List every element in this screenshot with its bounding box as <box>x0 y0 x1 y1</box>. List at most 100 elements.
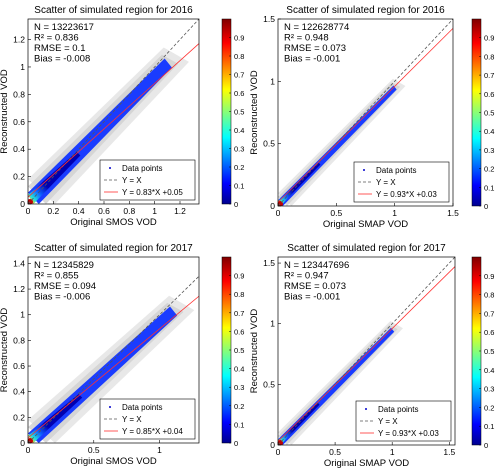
stats-line: Bias = -0.006 <box>34 292 90 303</box>
colorbar-tick-label: 0.9 <box>234 272 244 281</box>
y-axis-label: Reconstructed VOD <box>0 308 10 393</box>
y-tick-label: 1.2 <box>13 284 25 294</box>
colorbar-tick-label: 0.5 <box>234 346 244 355</box>
x-tick-label: 1 <box>392 208 397 218</box>
legend-entry: Y = 0.93*X +0.03 <box>376 190 437 199</box>
fit-line <box>278 266 455 442</box>
legend-entry: Data points <box>122 403 162 412</box>
y-tick-label: 0.4 <box>13 387 25 397</box>
colorbar-tick-label: 0.3 <box>234 145 244 154</box>
x-tick-label: 1 <box>390 447 395 457</box>
legend-entry: Y = X <box>122 415 142 424</box>
stats-line: Bias = -0.001 <box>284 54 340 65</box>
x-tick-label: 0.5 <box>88 445 100 455</box>
fit-line <box>278 28 453 203</box>
y-tick-label: 1.5 <box>263 258 275 268</box>
colorbar-tick-label: 0.4 <box>234 365 244 374</box>
colorbar-tick-label: 0.9 <box>484 272 494 281</box>
y-tick-label: 0.5 <box>263 139 275 149</box>
y-tick-label: 1 <box>20 62 25 72</box>
x-axis-label: Original SMOS VOD <box>70 217 157 228</box>
x-axis-label: Original SMAP VOD <box>324 458 409 468</box>
axes-frame <box>27 18 200 205</box>
x-tick-label: 0 <box>26 445 31 455</box>
y-tick-label: 1.2 <box>13 35 25 45</box>
stats-line: Bias = -0.001 <box>284 292 340 303</box>
high-density-core <box>28 151 81 204</box>
density-layer <box>28 275 199 443</box>
legend: Data points Y = X Y = 0.93*X +0.03 <box>353 161 450 203</box>
y-tick-label: 1 <box>20 310 25 320</box>
colorbar-tick-label: 0.4 <box>234 126 244 135</box>
legend: Data points Y = X Y = 0.85*X +0.04 <box>99 398 196 440</box>
colorbar-tick-label: 0.5 <box>234 108 244 117</box>
colorbar-tick-label: 0.2 <box>234 402 244 411</box>
stats-line: N = 12345829 <box>34 260 94 271</box>
chart-title: Scatter of simulated region for 2016 <box>286 5 445 16</box>
colorbar-tick-label: 0.3 <box>484 146 494 155</box>
y-tick-label: 0.8 <box>13 89 25 99</box>
legend-entry: Y = X <box>376 178 396 187</box>
y-tick-label: 0.5 <box>263 379 275 389</box>
colorbar-tick-label: 0.8 <box>484 291 494 300</box>
stats-line: R² = 0.947 <box>284 271 329 282</box>
colorbar-tick-label: 0.6 <box>234 327 244 336</box>
colorbar-tick-label: 0.7 <box>484 309 494 318</box>
colorbar-tick-label: 0.9 <box>234 34 244 43</box>
stats-line: N = 122628774 <box>284 22 349 33</box>
colorbar-tick-label: 0.1 <box>234 182 244 191</box>
x-tick-label: 0.5 <box>330 208 342 218</box>
y-axis-label: Reconstructed VOD <box>249 309 260 394</box>
colorbar-tick-label: 0 <box>484 441 488 450</box>
x-tick-label: 0 <box>276 208 281 218</box>
stats-line: Bias = -0.008 <box>34 54 90 65</box>
chart-title: Scatter of simulated region for 2017 <box>34 243 193 254</box>
colorbar-tick-label: 0.2 <box>484 165 494 174</box>
x-tick-label: 0.2 <box>47 206 59 216</box>
colorbar-tick-label: 0.7 <box>234 309 244 318</box>
y-tick-label: 0 <box>20 438 25 448</box>
identity-line <box>28 19 199 204</box>
colorbar-tick-label: 0 <box>234 200 238 209</box>
colorbar-tick-label: 0.8 <box>234 290 244 299</box>
legend: Data points Y = X Y = 0.93*X +0.03 <box>355 400 452 442</box>
y-tick-label: 0.6 <box>13 361 25 371</box>
axes-frame <box>277 18 454 207</box>
colorbar-tick-label: 0.5 <box>484 109 494 118</box>
y-axis-label: Reconstructed VOD <box>0 69 10 154</box>
colorbar-tick-label: 0.3 <box>484 385 494 394</box>
stats-line: RMSE = 0.073 <box>284 281 346 292</box>
colorbar-tick-label: 0.3 <box>234 383 244 392</box>
chart-panel-1: 0 0.2 0.4 0.6 0.8 1 1.2 0 0.2 0.4 0.6 0.8 1 1.2 Scatte… <box>0 5 244 228</box>
high-density-core <box>28 394 83 443</box>
axes-frame <box>27 256 200 444</box>
y-tick-label: 0 <box>270 440 275 450</box>
chart-panel-3: 0 0.5 1 0 0.2 0.4 0.6 0.8 1 1.2 1.4 Scatter of simu… <box>0 243 244 467</box>
stats-line: R² = 0.855 <box>34 271 79 282</box>
chart-panel-4: 0 0.5 1 1.5 0 0.5 1 1.5 Scatter of simulated reg… <box>249 243 494 468</box>
stats-line: RMSE = 0.094 <box>34 281 96 292</box>
legend-entry: Y = X <box>122 176 142 185</box>
chart-title: Scatter of simulated region for 2016 <box>34 5 193 16</box>
legend-entry: Data points <box>122 164 162 173</box>
axes-frame <box>277 256 456 446</box>
colorbar-tick-label: 0.9 <box>484 34 494 43</box>
chart-title: Scatter of simulated region for 2017 <box>287 243 446 254</box>
stats-line: RMSE = 0.1 <box>34 43 85 54</box>
x-tick-label: 0.5 <box>329 447 341 457</box>
stats-line: N = 123447696 <box>284 260 349 271</box>
identity-line <box>278 257 455 445</box>
colorbar-tick-label: 0.6 <box>484 328 494 337</box>
colorbar-tick-label: 0.8 <box>234 52 244 61</box>
stats-line: R² = 0.836 <box>34 33 79 44</box>
chart-panel-2: 0 0.5 1 1.5 0 0.5 1 1.5 Scatter of simulated reg… <box>249 5 494 230</box>
density-layer <box>28 19 199 204</box>
y-tick-label: 0.2 <box>13 172 25 182</box>
stats-line: N = 13223617 <box>34 22 94 33</box>
stats-line: RMSE = 0.073 <box>284 43 346 54</box>
x-tick-label: 1.5 <box>443 447 455 457</box>
legend-marker-points <box>365 408 367 410</box>
legend: Data points Y = X Y = 0.83*X +0.05 <box>99 159 196 201</box>
x-tick-label: 0 <box>26 206 31 216</box>
